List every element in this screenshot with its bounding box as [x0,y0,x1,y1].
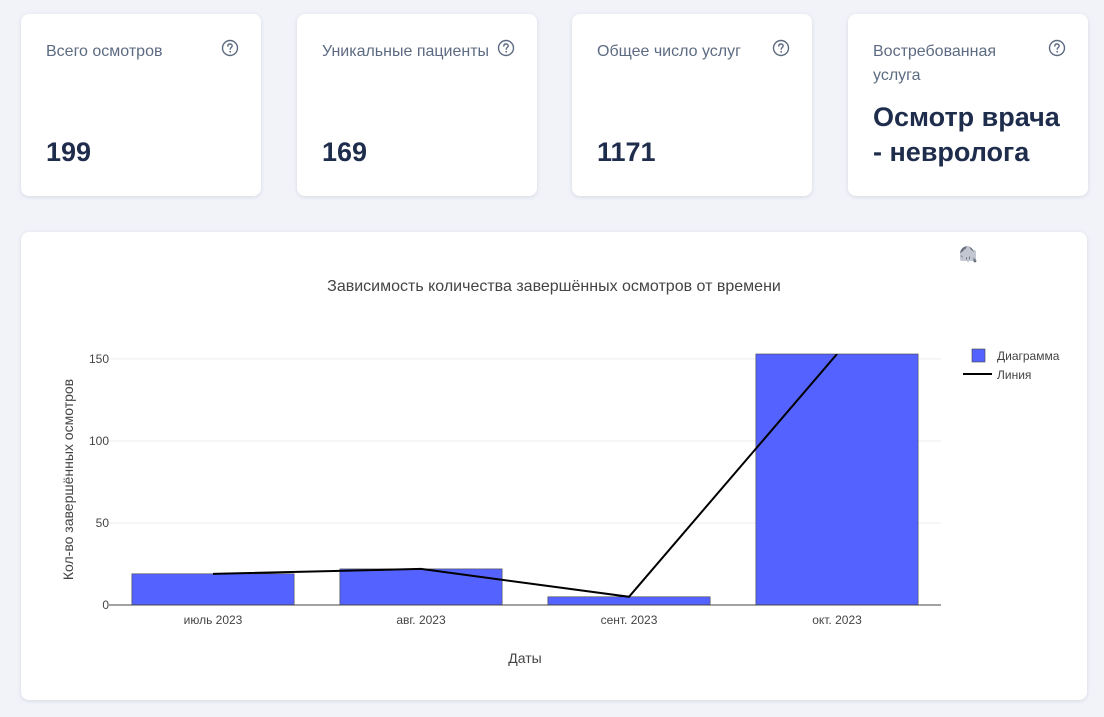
card-value: Осмотр врача - невролога [873,102,1060,167]
bar [131,573,295,606]
chart-svg[interactable]: Зависимость количества завершённых осмот… [21,232,1087,700]
y-tick-label: 150 [89,352,109,366]
card-label: Уникальные пациенты [322,43,490,60]
y-tick-label: 100 [89,434,109,448]
card-total-exams: Всего осмотров 199 [21,14,261,196]
question-circle-icon[interactable] [221,39,239,57]
chart-modebar [957,244,1075,264]
question-circle-icon[interactable] [1048,39,1066,57]
card-unique-patients: Уникальные пациенты 169 [297,14,537,196]
x-tick-label: сент. 2023 [601,613,658,627]
card-total-services: Общее число услуг 1171 [572,14,812,196]
legend-swatch-bar [971,348,986,363]
bar [339,568,503,606]
chart-panel: Зависимость количества завершённых осмот… [21,232,1087,700]
home-icon[interactable] [960,244,1075,264]
card-value: 169 [322,137,368,167]
card-popular-service: Востребованная услуга Осмотр врача - нев… [848,14,1088,196]
card-value: 1171 [597,137,656,167]
bar [755,353,919,606]
question-circle-icon[interactable] [497,39,515,57]
chart-title: Зависимость количества завершённых осмот… [327,278,781,295]
y-tick-label: 0 [102,598,109,612]
question-circle-icon[interactable] [772,39,790,57]
x-tick-label: окт. 2023 [812,613,862,627]
card-label: Востребованная услуга [873,43,997,84]
pan-icon[interactable] [959,244,1043,264]
card-label: Общее число услуг [597,43,741,60]
card-value: 199 [46,137,92,167]
x-axis-title: Даты [508,650,541,666]
x-tick-label: июль 2023 [184,613,243,627]
zoom-icon[interactable] [960,244,1011,264]
y-axis-title: Кол-во завершённых осмотров [60,379,76,580]
legend-label-line: Линия [997,368,1031,382]
legend-label-bar: Диаграмма [997,349,1060,363]
y-tick-label: 50 [96,516,110,530]
x-tick-label: авг. 2023 [396,613,446,627]
bar [547,596,711,606]
card-label: Всего осмотров [46,43,163,60]
series-line [212,354,838,598]
